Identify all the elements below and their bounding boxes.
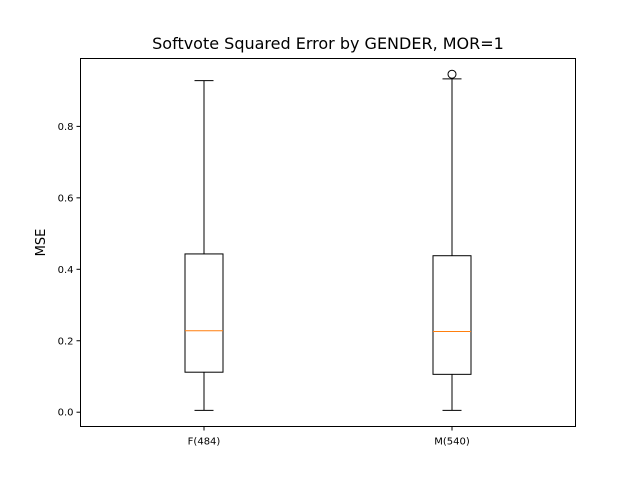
axes-frame xyxy=(80,58,576,427)
plot-area: 0.0 0.2 0.4 0.6 0.8 F(484) M(540) xyxy=(58,69,472,448)
outlier-1-0 xyxy=(447,69,457,79)
box-1 xyxy=(432,255,472,375)
y-tick-label-2: 0.4 xyxy=(58,265,74,276)
chart-title: Softvote Squared Error by GENDER, MOR=1 xyxy=(152,34,504,53)
y-tick-label-1: 0.2 xyxy=(58,336,74,347)
x-tick-label-0: F(484) xyxy=(188,437,221,448)
box-0 xyxy=(184,253,224,373)
y-tick-label-3: 0.6 xyxy=(58,193,74,204)
x-tick-label-1: M(540) xyxy=(434,437,470,448)
y-axis-label: MSE xyxy=(34,229,49,257)
y-tick-label-0: 0.0 xyxy=(58,408,74,419)
y-tick-label-4: 0.8 xyxy=(58,122,74,133)
